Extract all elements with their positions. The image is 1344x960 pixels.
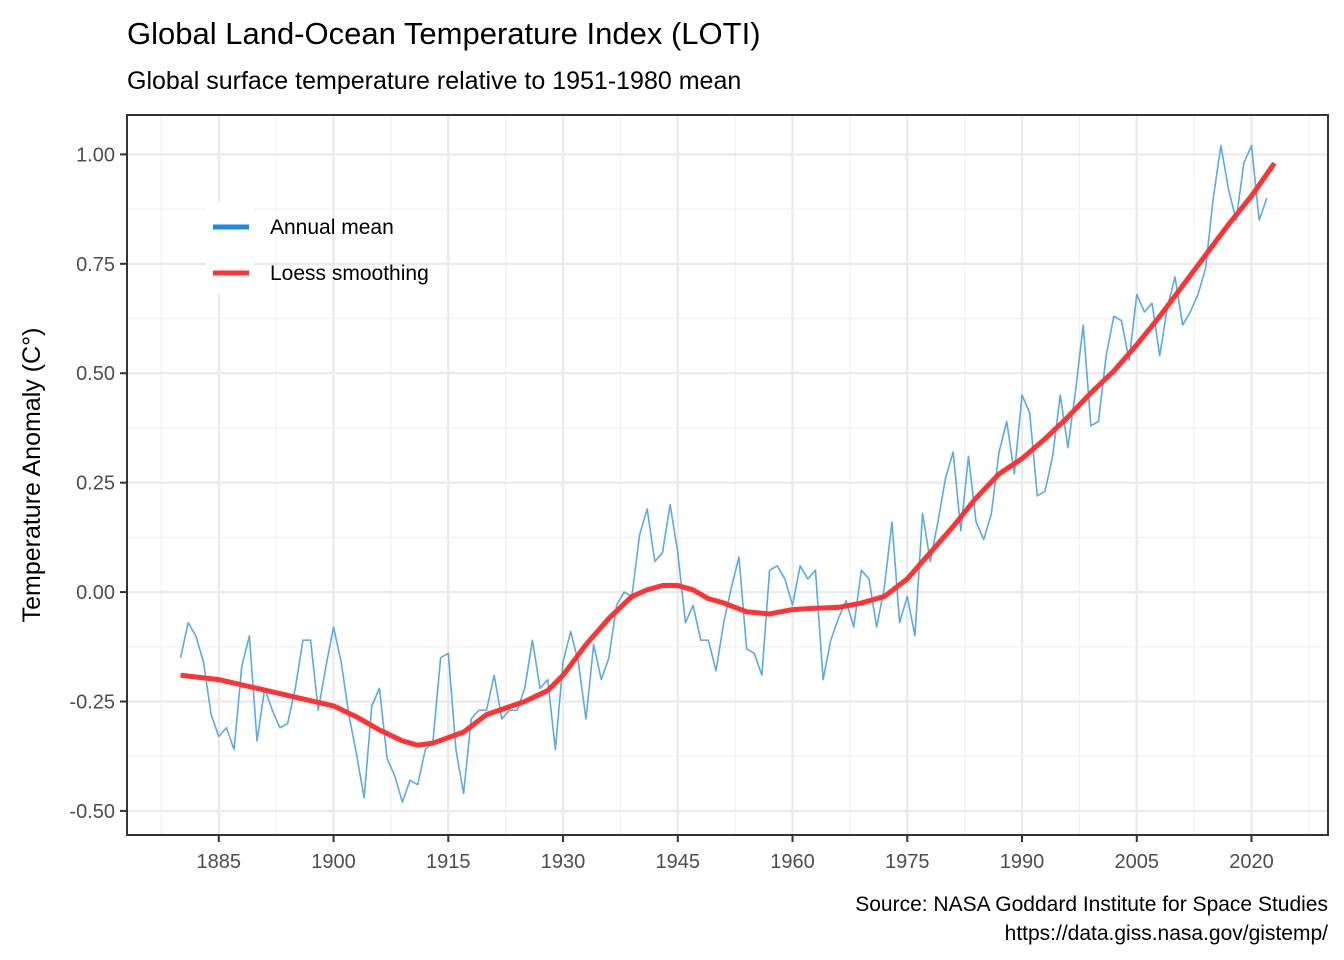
y-tick-label: 0.25: [76, 473, 115, 495]
plot-panel-background: [127, 115, 1328, 835]
caption-source: Source: NASA Goddard Institute for Space…: [855, 893, 1328, 916]
annual-mean-line: [179, 144, 1268, 803]
loess-smoothing-line: [180, 161, 1277, 748]
x-tick-label: 1975: [885, 851, 930, 873]
y-tick-label: -0.50: [69, 801, 115, 823]
grid-minor: [127, 115, 1328, 835]
y-axis-title: Temperature Anomaly (C°): [18, 328, 46, 623]
y-axis: -0.50 -0.25 0.00 0.25 0.50 0.75 1.00: [69, 144, 127, 823]
y-tick-label: -0.25: [69, 692, 115, 714]
grid-major: [127, 115, 1328, 835]
legend: Annual mean Loess smoothing: [206, 202, 429, 294]
plot-panel-border: [126, 114, 1329, 836]
x-tick-label: 2020: [1229, 851, 1274, 873]
x-tick-label: 1915: [426, 851, 471, 873]
y-tick-label: 0.00: [76, 582, 115, 604]
x-axis: 1885 1900 1915 1930 1945 1960 1975 1990 2005 2020: [197, 835, 1274, 873]
chart-subtitle: Global surface temperature relative to 1…: [127, 67, 741, 95]
x-tick-label: 1885: [197, 851, 242, 873]
x-tick-label: 1960: [770, 851, 815, 873]
chart-title: Global Land-Ocean Temperature Index (LOT…: [127, 16, 761, 51]
x-tick-label: 1900: [311, 851, 356, 873]
x-tick-label: 2005: [1115, 851, 1160, 873]
x-tick-label: 1945: [656, 851, 701, 873]
x-tick-label: 1990: [1000, 851, 1045, 873]
x-tick-label: 1930: [541, 851, 586, 873]
y-tick-label: 1.00: [76, 144, 115, 166]
legend-label-annual-mean: Annual mean: [270, 216, 394, 239]
y-tick-label: 0.75: [76, 254, 115, 276]
series-layer: [179, 144, 1277, 803]
caption-url: https://data.giss.nasa.gov/gistemp/: [1005, 922, 1329, 945]
y-tick-label: 0.50: [76, 363, 115, 385]
legend-label-loess-smoothing: Loess smoothing: [270, 262, 429, 285]
